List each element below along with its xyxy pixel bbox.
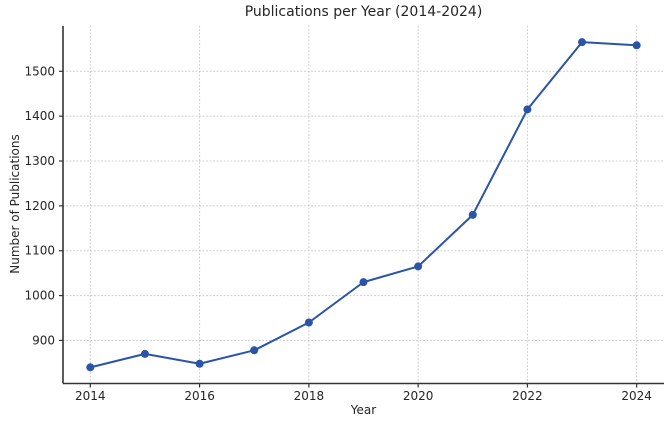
data-point xyxy=(304,318,313,327)
x-axis-label: Year xyxy=(350,403,377,417)
x-tick-label: 2022 xyxy=(512,389,543,403)
x-tick-label: 2018 xyxy=(294,389,325,403)
y-tick-label: 900 xyxy=(32,333,55,347)
y-tick-label: 1200 xyxy=(24,199,55,213)
data-point xyxy=(468,210,477,219)
data-point xyxy=(140,349,149,358)
x-tick-label: 2024 xyxy=(621,389,652,403)
x-tick-label: 2020 xyxy=(403,389,434,403)
data-line xyxy=(89,41,638,369)
data-point xyxy=(195,359,204,368)
data-point xyxy=(632,41,641,50)
y-tick-label: 1100 xyxy=(24,244,55,258)
data-point xyxy=(250,346,259,355)
data-point xyxy=(414,262,423,271)
y-tick-label: 1300 xyxy=(24,154,55,168)
y-tick-label: 1000 xyxy=(24,289,55,303)
data-point xyxy=(578,38,587,47)
y-tick-label: 1500 xyxy=(24,64,55,78)
data-point xyxy=(523,105,532,114)
x-tick-label: 2016 xyxy=(184,389,215,403)
data-point xyxy=(86,363,95,372)
x-tick-label: 2014 xyxy=(75,389,106,403)
y-axis-label: Number of Publications xyxy=(8,134,22,274)
chart-title: Publications per Year (2014-2024) xyxy=(244,4,483,20)
y-tick-label: 1400 xyxy=(24,109,55,123)
data-point xyxy=(359,278,368,287)
